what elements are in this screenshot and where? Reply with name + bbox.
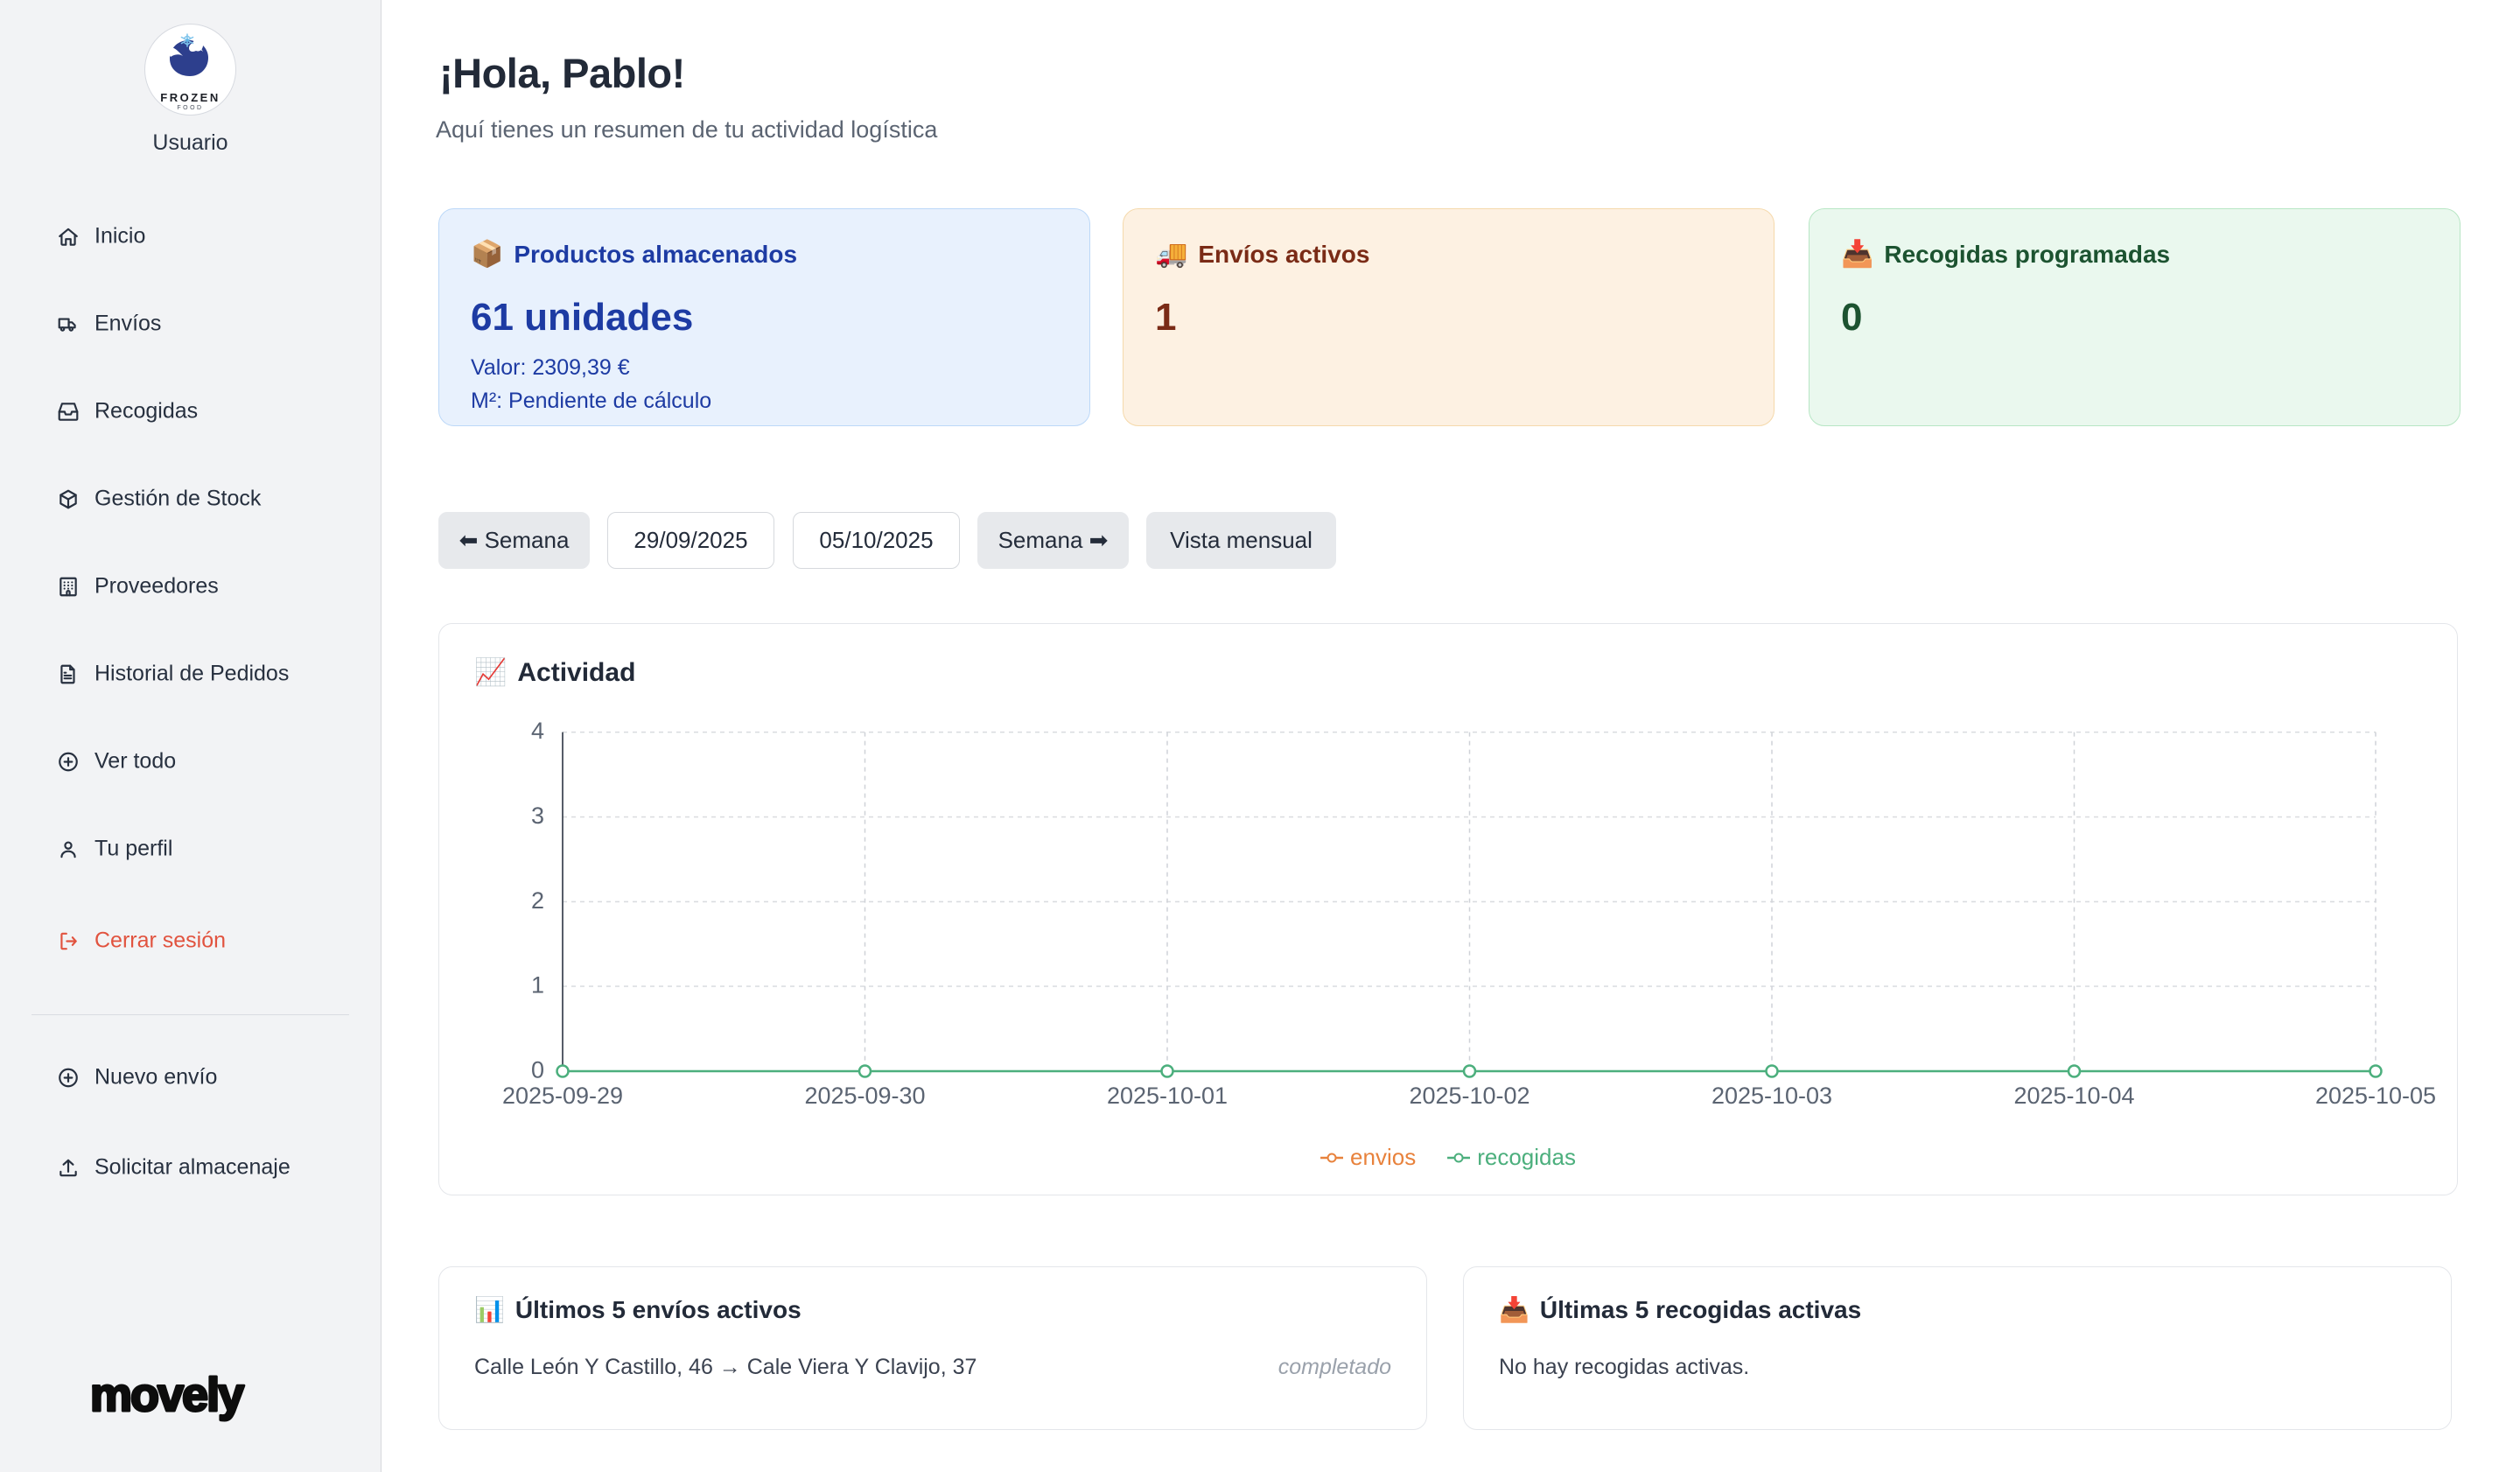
svg-text:2: 2	[531, 887, 544, 914]
svg-text:2025-10-05: 2025-10-05	[2315, 1083, 2436, 1109]
svg-text:2025-10-01: 2025-10-01	[1107, 1083, 1228, 1109]
svg-text:2025-09-30: 2025-09-30	[804, 1083, 925, 1109]
svg-text:4: 4	[531, 718, 544, 744]
svg-text:2025-10-04: 2025-10-04	[2013, 1083, 2134, 1109]
svg-text:2025-10-02: 2025-10-02	[1409, 1083, 1530, 1109]
svg-text:0: 0	[531, 1057, 544, 1083]
svg-text:3: 3	[531, 803, 544, 829]
svg-text:1: 1	[531, 972, 544, 999]
svg-text:2025-10-03: 2025-10-03	[1712, 1083, 1832, 1109]
svg-text:2025-09-29: 2025-09-29	[502, 1083, 623, 1109]
svg-text:movely: movely	[90, 1369, 244, 1421]
